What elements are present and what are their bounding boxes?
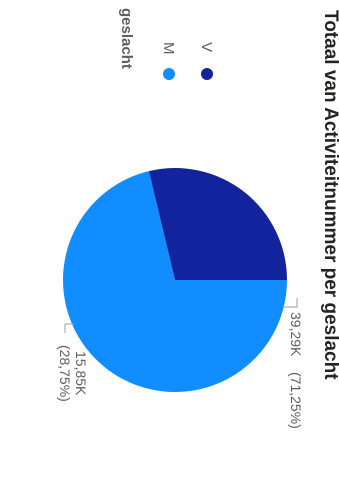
data-label-m-value: 39,29K — [288, 312, 304, 357]
legend: geslacht M V — [118, 8, 215, 80]
pie — [63, 167, 287, 392]
legend-marker-v — [201, 68, 213, 80]
pie-slice-v[interactable] — [148, 167, 287, 280]
chart-title: Totaal van Activiteitnummer per geslacht — [320, 10, 339, 380]
legend-label-m: M — [160, 42, 177, 55]
legend-marker-m — [163, 68, 175, 80]
leader-line-v — [64, 323, 74, 333]
data-label-v-value: 15,85K — [73, 351, 89, 396]
chart-rotated-group: Totaal van Activiteitnummer per geslacht… — [57, 8, 339, 429]
data-label-m-percent: (71,25%) — [288, 372, 304, 429]
legend-title: geslacht — [118, 8, 135, 69]
data-labels: 39,29K (71,25%) 15,85K (28,75%) — [57, 298, 304, 429]
leader-line-m — [283, 298, 298, 308]
legend-label-v: V — [198, 42, 215, 52]
pie-slice-m[interactable] — [63, 171, 287, 392]
legend-item-m[interactable]: M — [160, 42, 177, 80]
data-label-v-percent: (28,75%) — [57, 345, 73, 402]
legend-item-v[interactable]: V — [198, 42, 215, 80]
